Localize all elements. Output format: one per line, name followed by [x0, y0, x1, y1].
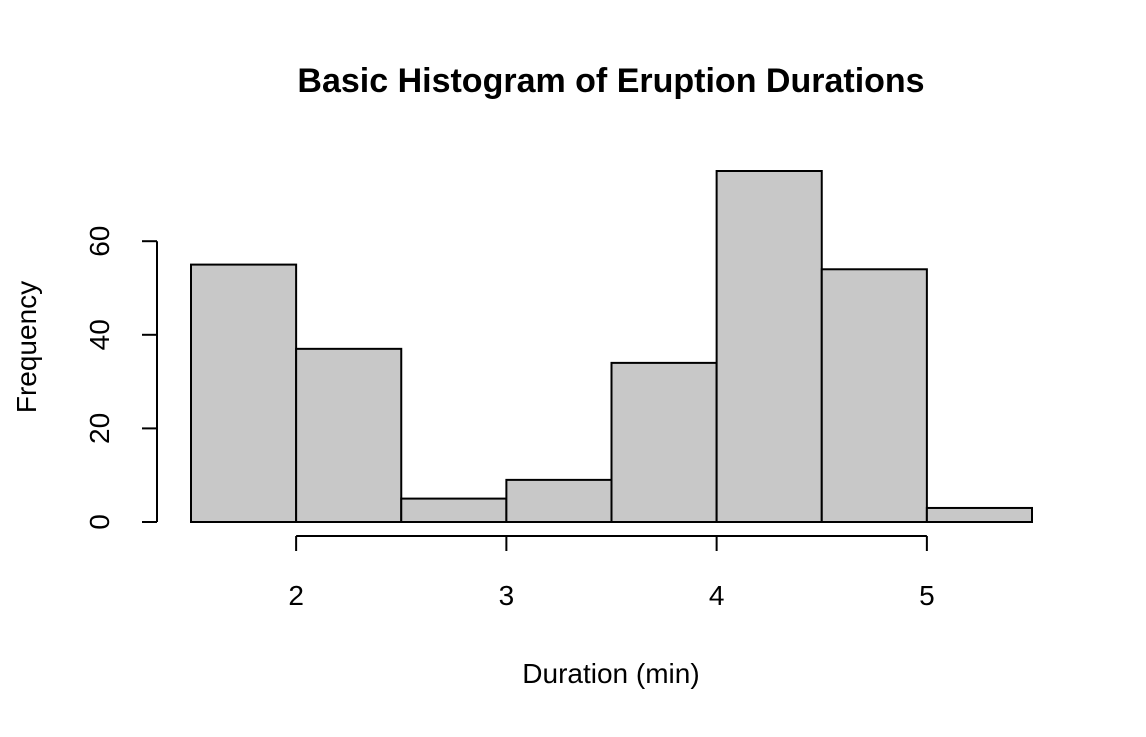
y-tick-label: 20 — [84, 413, 115, 444]
x-tick-label: 5 — [919, 580, 935, 611]
x-tick-label: 3 — [499, 580, 515, 611]
histogram-bar — [925, 506, 1033, 523]
y-tick-label: 40 — [84, 319, 115, 350]
histogram-bar — [610, 361, 718, 523]
y-axis-label: Frequency — [11, 281, 42, 413]
y-axis: 0 20 40 60 — [84, 226, 158, 530]
histogram-bar — [190, 263, 298, 523]
histogram-bar — [715, 170, 823, 523]
x-axis: 2 3 4 5 — [288, 535, 935, 611]
histogram-bar — [505, 478, 613, 524]
y-tick-label: 0 — [84, 514, 115, 530]
histogram-bar — [820, 268, 928, 523]
chart-title: Basic Histogram of Eruption Durations — [297, 62, 924, 100]
histogram-bar — [295, 347, 403, 523]
bars-group — [190, 170, 1033, 524]
histogram-bar — [400, 497, 508, 524]
x-tick-label: 2 — [288, 580, 304, 611]
x-axis-label: Duration (min) — [522, 658, 699, 689]
x-tick-label: 4 — [709, 580, 725, 611]
y-tick-label: 60 — [84, 226, 115, 257]
